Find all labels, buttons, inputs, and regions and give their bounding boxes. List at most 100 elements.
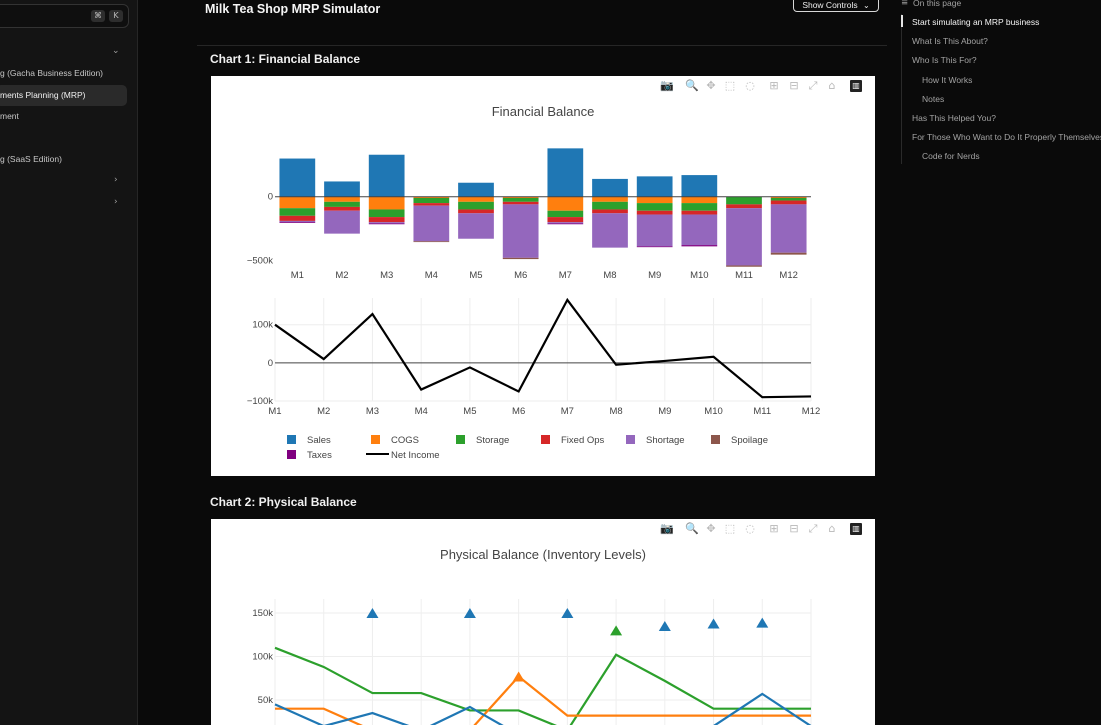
divider: [197, 45, 887, 46]
x-tick-label: M4: [425, 270, 438, 281]
zoom-in-icon[interactable]: ⊞: [769, 522, 779, 535]
plotly-logo-icon[interactable]: ▥: [850, 80, 862, 92]
bar-segment: [636, 210, 673, 215]
plotly-logo-icon[interactable]: ▥: [850, 523, 862, 535]
toc-item-code[interactable]: Code for Nerds: [922, 151, 980, 161]
bar-segment: [413, 196, 450, 198]
legend-swatch: [287, 450, 296, 459]
table-of-contents: ≡ On this page Start simulating an MRP b…: [897, 0, 1101, 725]
bar-segment: [592, 196, 628, 202]
legend-label: COGS: [391, 435, 419, 446]
lasso-icon[interactable]: ◌: [745, 79, 755, 92]
bar-segment: [592, 178, 628, 197]
bar-segment: [726, 265, 762, 267]
chevron-down-icon[interactable]: ⌄: [112, 46, 120, 56]
x-tick-label: M11: [735, 270, 753, 281]
financial-chart: Financial Balance 0 −500k M1 M2 M3 M4 M5 M6 M7 M8 M…: [247, 104, 820, 461]
bar-segment: [770, 204, 807, 253]
zoom-out-icon[interactable]: ⊟: [789, 79, 799, 92]
show-controls-button[interactable]: Show Controls ⌄: [793, 0, 879, 12]
bar-segment: [368, 222, 405, 224]
x-tick-label: M3: [380, 270, 393, 281]
chevron-down-icon: ⌄: [862, 1, 870, 10]
zoom-in-icon[interactable]: ⊞: [769, 79, 779, 92]
x-tick-label: M1: [291, 270, 304, 281]
box-select-icon[interactable]: ⬚: [724, 522, 736, 535]
toc-item-properly[interactable]: For Those Who Want to Do It Properly The…: [912, 132, 1101, 142]
bar-segment: [368, 209, 405, 218]
legend-label: Net Income: [391, 450, 440, 461]
k-key-badge: K: [109, 10, 123, 22]
bar-segment: [279, 196, 316, 209]
bar-segment: [458, 209, 494, 214]
list-icon: ≡: [901, 0, 909, 8]
bar-segment: [458, 213, 494, 239]
bar-segment: [502, 257, 539, 260]
x-tick-label: M2: [335, 270, 348, 281]
sidebar-item-mrp[interactable]: ments Planning (MRP): [0, 85, 127, 106]
bar-segment: [726, 204, 762, 209]
toc-item-who[interactable]: Who Is This For?: [912, 55, 977, 65]
toc-item-start[interactable]: Start simulating an MRP business: [912, 17, 1040, 27]
x-tick-label: M7: [561, 406, 574, 417]
autoscale-icon[interactable]: ⤢: [808, 522, 818, 535]
bar-segment: [458, 182, 494, 197]
chart-toolbar: 📷 🔍 ✥ ⬚ ◌ ⊞ ⊟ ⤢ ⌂ ▥: [660, 80, 870, 94]
order-marker: [707, 618, 720, 629]
zoom-out-icon[interactable]: ⊟: [789, 522, 799, 535]
bar-segment: [681, 245, 718, 247]
legend-swatch: [287, 435, 296, 444]
camera-icon[interactable]: 📷: [660, 522, 674, 535]
autoscale-icon[interactable]: ⤢: [808, 79, 818, 92]
chevron-right-icon[interactable]: ›: [114, 175, 118, 185]
x-tick-label: M8: [603, 270, 616, 281]
toc-item-how[interactable]: How It Works: [922, 75, 973, 85]
legend-label: Shortage: [646, 435, 685, 446]
chevron-right-icon[interactable]: ›: [114, 197, 118, 207]
legend-label: Spoilage: [731, 435, 768, 446]
camera-icon[interactable]: 📷: [660, 79, 674, 92]
x-tick-label: M3: [366, 406, 379, 417]
bar-segment: [279, 215, 316, 221]
bar-segment: [681, 214, 718, 246]
toc-active-marker: [901, 15, 903, 27]
bar-segment: [324, 210, 360, 234]
pan-icon[interactable]: ✥: [706, 79, 716, 92]
legend-swatch: [626, 435, 635, 444]
main-content: Milk Tea Shop MRP Simulator Show Control…: [137, 0, 897, 725]
legend-swatch: [371, 435, 380, 444]
inventory-line: [275, 675, 811, 725]
y-tick-label: 100k: [252, 320, 273, 331]
zoom-icon[interactable]: 🔍: [685, 79, 699, 92]
lasso-icon[interactable]: ◌: [745, 522, 755, 535]
box-select-icon[interactable]: ⬚: [724, 79, 736, 92]
sidebar-item-saas[interactable]: g (SaaS Edition): [0, 154, 62, 164]
legend-label: Storage: [476, 435, 509, 446]
chart-title: Financial Balance: [492, 104, 595, 119]
sidebar-item-ment[interactable]: ment: [0, 111, 19, 121]
bar-segment: [726, 196, 762, 205]
financial-chart-card: 📷 🔍 ✥ ⬚ ◌ ⊞ ⊟ ⤢ ⌂ ▥ Financial Balance 0 −500k M1 M2 M3…: [211, 76, 875, 476]
chart-title: Physical Balance (Inventory Levels): [440, 547, 646, 562]
physical-chart: Physical Balance (Inventory Levels) 150k 1…: [252, 547, 812, 725]
reset-axes-icon[interactable]: ⌂: [828, 522, 836, 535]
sidebar-item-gacha[interactable]: g (Gacha Business Edition): [0, 68, 103, 78]
bar-segment: [681, 210, 718, 215]
bar-segment: [636, 196, 673, 204]
toc-item-helped[interactable]: Has This Helped You?: [912, 113, 996, 123]
toc-track: [901, 14, 902, 164]
search-input[interactable]: ⌘ K: [0, 4, 129, 28]
bar-segment: [279, 208, 316, 216]
zoom-icon[interactable]: 🔍: [685, 522, 699, 535]
bar-segment: [368, 154, 405, 197]
page-title: Milk Tea Shop MRP Simulator: [205, 2, 381, 16]
toc-item-notes[interactable]: Notes: [922, 94, 945, 104]
y-tick-label: −100k: [247, 396, 273, 407]
reset-axes-icon[interactable]: ⌂: [828, 79, 836, 92]
x-tick-label: M10: [704, 406, 722, 417]
pan-icon[interactable]: ✥: [706, 522, 716, 535]
toc-item-what[interactable]: What Is This About?: [912, 36, 988, 46]
bar-segment: [368, 223, 405, 225]
x-tick-label: M2: [317, 406, 330, 417]
legend-label: Fixed Ops: [561, 435, 605, 446]
